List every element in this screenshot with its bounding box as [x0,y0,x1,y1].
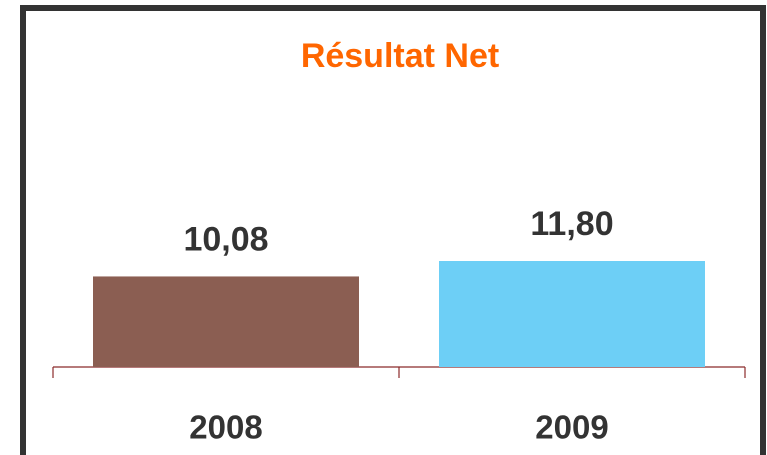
chart-title: Résultat Net [301,37,499,75]
x-tick-label: 2008 [189,409,262,446]
value-label: 11,80 [530,205,613,243]
value-label: 10,08 [183,220,268,258]
bar [93,276,359,367]
frame [20,5,766,455]
x-tick-label: 2009 [535,409,608,446]
bar [439,261,705,367]
